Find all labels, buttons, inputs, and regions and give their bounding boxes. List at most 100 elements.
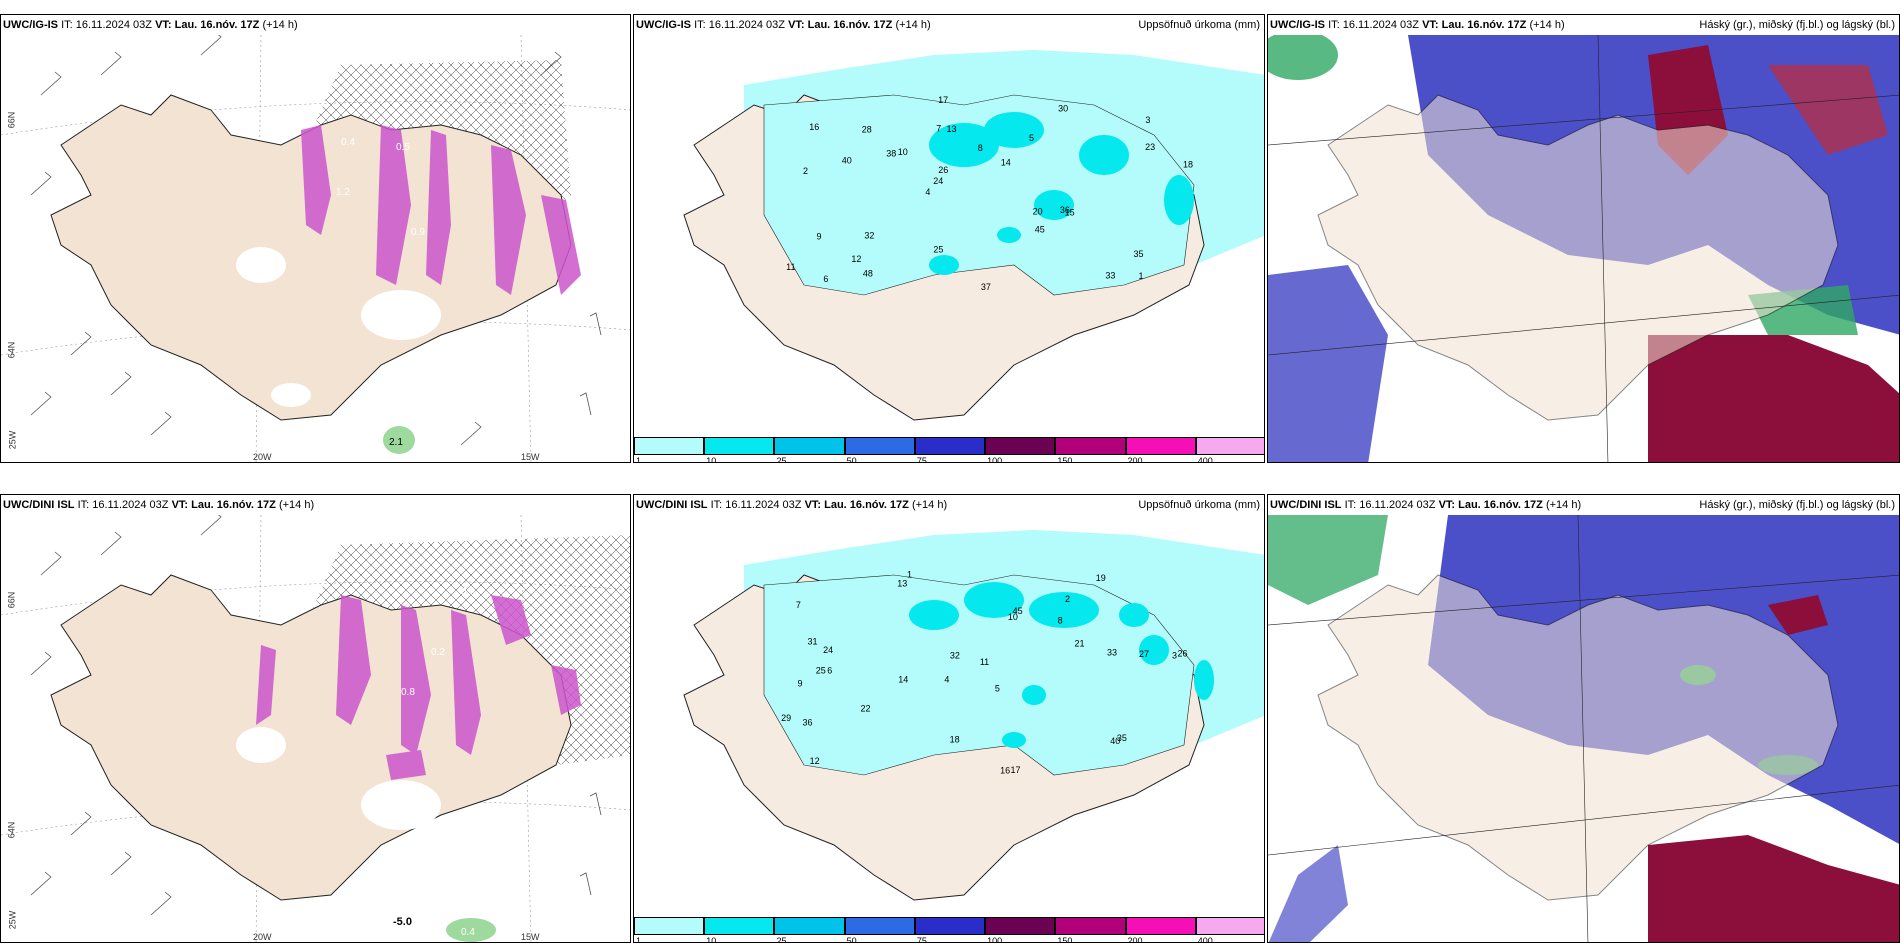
colorbar-tick-label: 10	[706, 936, 717, 943]
colorbar-segment	[1055, 437, 1126, 455]
wind-value-label: 0.2	[431, 647, 445, 658]
wind-value-label: 1.2	[336, 187, 350, 198]
precip-value-label: 28	[862, 124, 872, 134]
precip-value-label: 25	[933, 245, 943, 255]
precip-value-label: 9	[798, 678, 803, 688]
wind-value-label: 0.5	[396, 142, 410, 153]
colorbar-segment	[985, 917, 1056, 935]
panel-bottom-left: UWC/DINI ISL IT: 16.11.2024 03Z VT: Lau.…	[0, 494, 631, 943]
wind-value-label: 0.6	[461, 587, 475, 598]
panel-top-left: UWC/IG-IS IT: 16.11.2024 03Z VT: Lau. 16…	[0, 14, 631, 463]
colorbar-segment	[1195, 437, 1264, 455]
colorbar-tick-label: 400	[1197, 936, 1213, 943]
panel-header: UWC/DINI ISL IT: 16.11.2024 03Z VT: Lau.…	[1270, 499, 1582, 511]
wind-value-label: 2.1	[389, 437, 403, 448]
panel-title: Háský (gr.), miðský (fj.bl.) og lágský (…	[1699, 19, 1895, 31]
colorbar-segment	[774, 917, 845, 935]
precip-value-label: 36	[1060, 205, 1070, 215]
precip-value-label: 1	[1139, 271, 1144, 281]
colorbar-segment	[1055, 917, 1126, 935]
colorbar-tick-label: 50	[846, 456, 857, 463]
cloud-map	[1268, 515, 1899, 942]
colorbar-tick-label: 200	[1127, 456, 1143, 463]
colorbar-tick-label: 75	[916, 456, 927, 463]
precip-value-label: 5	[1029, 133, 1034, 143]
iceland-land	[1317, 94, 1839, 421]
panel-header: UWC/IG-IS IT: 16.11.2024 03Z VT: Lau. 16…	[1270, 19, 1565, 31]
precip-value-label: 35	[1134, 249, 1144, 259]
precip-value-label: 27	[1139, 649, 1149, 659]
precip-value-label: 1	[907, 570, 912, 580]
precip-value-label: 35	[1117, 733, 1127, 743]
iceland-land	[1317, 574, 1839, 901]
precip-value-label: 4	[944, 675, 949, 685]
precip-colorbar: 1 10 25 50 75 100 150 200 400	[634, 437, 1264, 463]
colorbar-tick-label: 75	[916, 936, 927, 943]
precip-value-label: 3	[1172, 650, 1177, 660]
iceland-land	[50, 574, 572, 901]
precip-value-label: 11	[786, 262, 795, 272]
precip-value-label: 16	[1000, 765, 1010, 775]
wind-value-label: 0.8	[401, 687, 415, 698]
precip-value-label: 37	[981, 282, 991, 292]
precip-value-label: 48	[863, 268, 873, 278]
panel-bottom-mid: UWC/DINI ISL IT: 16.11.2024 03Z VT: Lau.…	[633, 494, 1265, 943]
panel-title: Uppsöfnuð úrkoma (mm)	[1138, 499, 1260, 511]
colorbar-tick-label: 100	[987, 936, 1003, 943]
precip-value-label: 13	[946, 124, 956, 134]
precip-value-label: 26	[938, 165, 948, 175]
precip-value-label: 19	[1096, 573, 1106, 583]
colorbar-segment	[704, 917, 775, 935]
colorbar-tick-label: 25	[776, 456, 787, 463]
colorbar-segment	[985, 437, 1056, 455]
precip-value-label: 8	[1058, 616, 1063, 626]
precip-value-label: 8	[978, 143, 983, 153]
panel-header: UWC/IG-IS IT: 16.11.2024 03Z VT: Lau. 16…	[3, 19, 298, 31]
precip-value-label: 36	[803, 717, 813, 727]
precip-value-label: 7	[796, 600, 801, 610]
precip-value-label: 14	[898, 674, 908, 684]
colorbar-tick-label: 150	[1057, 456, 1073, 463]
precip-value-label: 45	[1035, 224, 1045, 234]
colorbar-segment	[844, 917, 915, 935]
colorbar-segment	[1125, 437, 1196, 455]
colorbar-tick-label: 100	[987, 456, 1003, 463]
colorbar-tick-label: 150	[1057, 936, 1073, 943]
panel-header: UWC/DINI ISL IT: 16.11.2024 03Z VT: Lau.…	[636, 499, 948, 511]
precip-value-label: 30	[1058, 103, 1068, 113]
wind-value-label: 0.4	[461, 927, 475, 938]
colorbar-segment	[914, 917, 986, 935]
precip-value-label: 18	[950, 734, 960, 744]
precip-value-label: 40	[842, 156, 852, 166]
precip-value-label: 6	[823, 274, 828, 284]
wind-map: 0.6 0.2 0.8 -5.0 0.4	[1, 515, 630, 942]
panel-header: UWC/DINI ISL IT: 16.11.2024 03Z VT: Lau.…	[3, 499, 315, 511]
colorbar-segment	[1125, 917, 1196, 935]
precip-value-label: 2	[1065, 594, 1070, 604]
precip-value-label: 26	[1178, 649, 1188, 659]
panel-top-right: UWC/IG-IS IT: 16.11.2024 03Z VT: Lau. 16…	[1267, 14, 1900, 463]
precip-value-label: 25	[816, 665, 826, 675]
precip-value-label: 38	[886, 148, 896, 158]
precip-value-label: 3	[1145, 115, 1150, 125]
precip-value-label: 29	[781, 713, 791, 723]
precip-value-label: 13	[897, 578, 907, 588]
lon-label-25: 25W	[7, 430, 18, 450]
panel-title: Uppsöfnuð úrkoma (mm)	[1138, 19, 1260, 31]
precip-value-label: 7	[936, 124, 941, 134]
precip-value-label: 6	[827, 665, 832, 675]
colorbar-segment	[634, 437, 705, 455]
precip-value-label: 15	[1065, 208, 1075, 218]
wind-value-label: -5.0	[393, 916, 412, 928]
cloud-map	[1268, 35, 1899, 462]
colorbar-segment	[1195, 917, 1264, 935]
precip-value-label: 23	[1145, 142, 1155, 152]
lat-label-66: 66N	[6, 591, 17, 609]
precip-value-label: 40	[1110, 736, 1120, 746]
precip-value-label: 32	[950, 651, 960, 661]
panel-title: Háský (gr.), miðský (fj.bl.) og lágský (…	[1699, 499, 1895, 511]
colorbar-tick-label: 10	[706, 456, 717, 463]
colorbar-segment	[634, 917, 705, 935]
precip-value-label: 24	[933, 176, 943, 186]
